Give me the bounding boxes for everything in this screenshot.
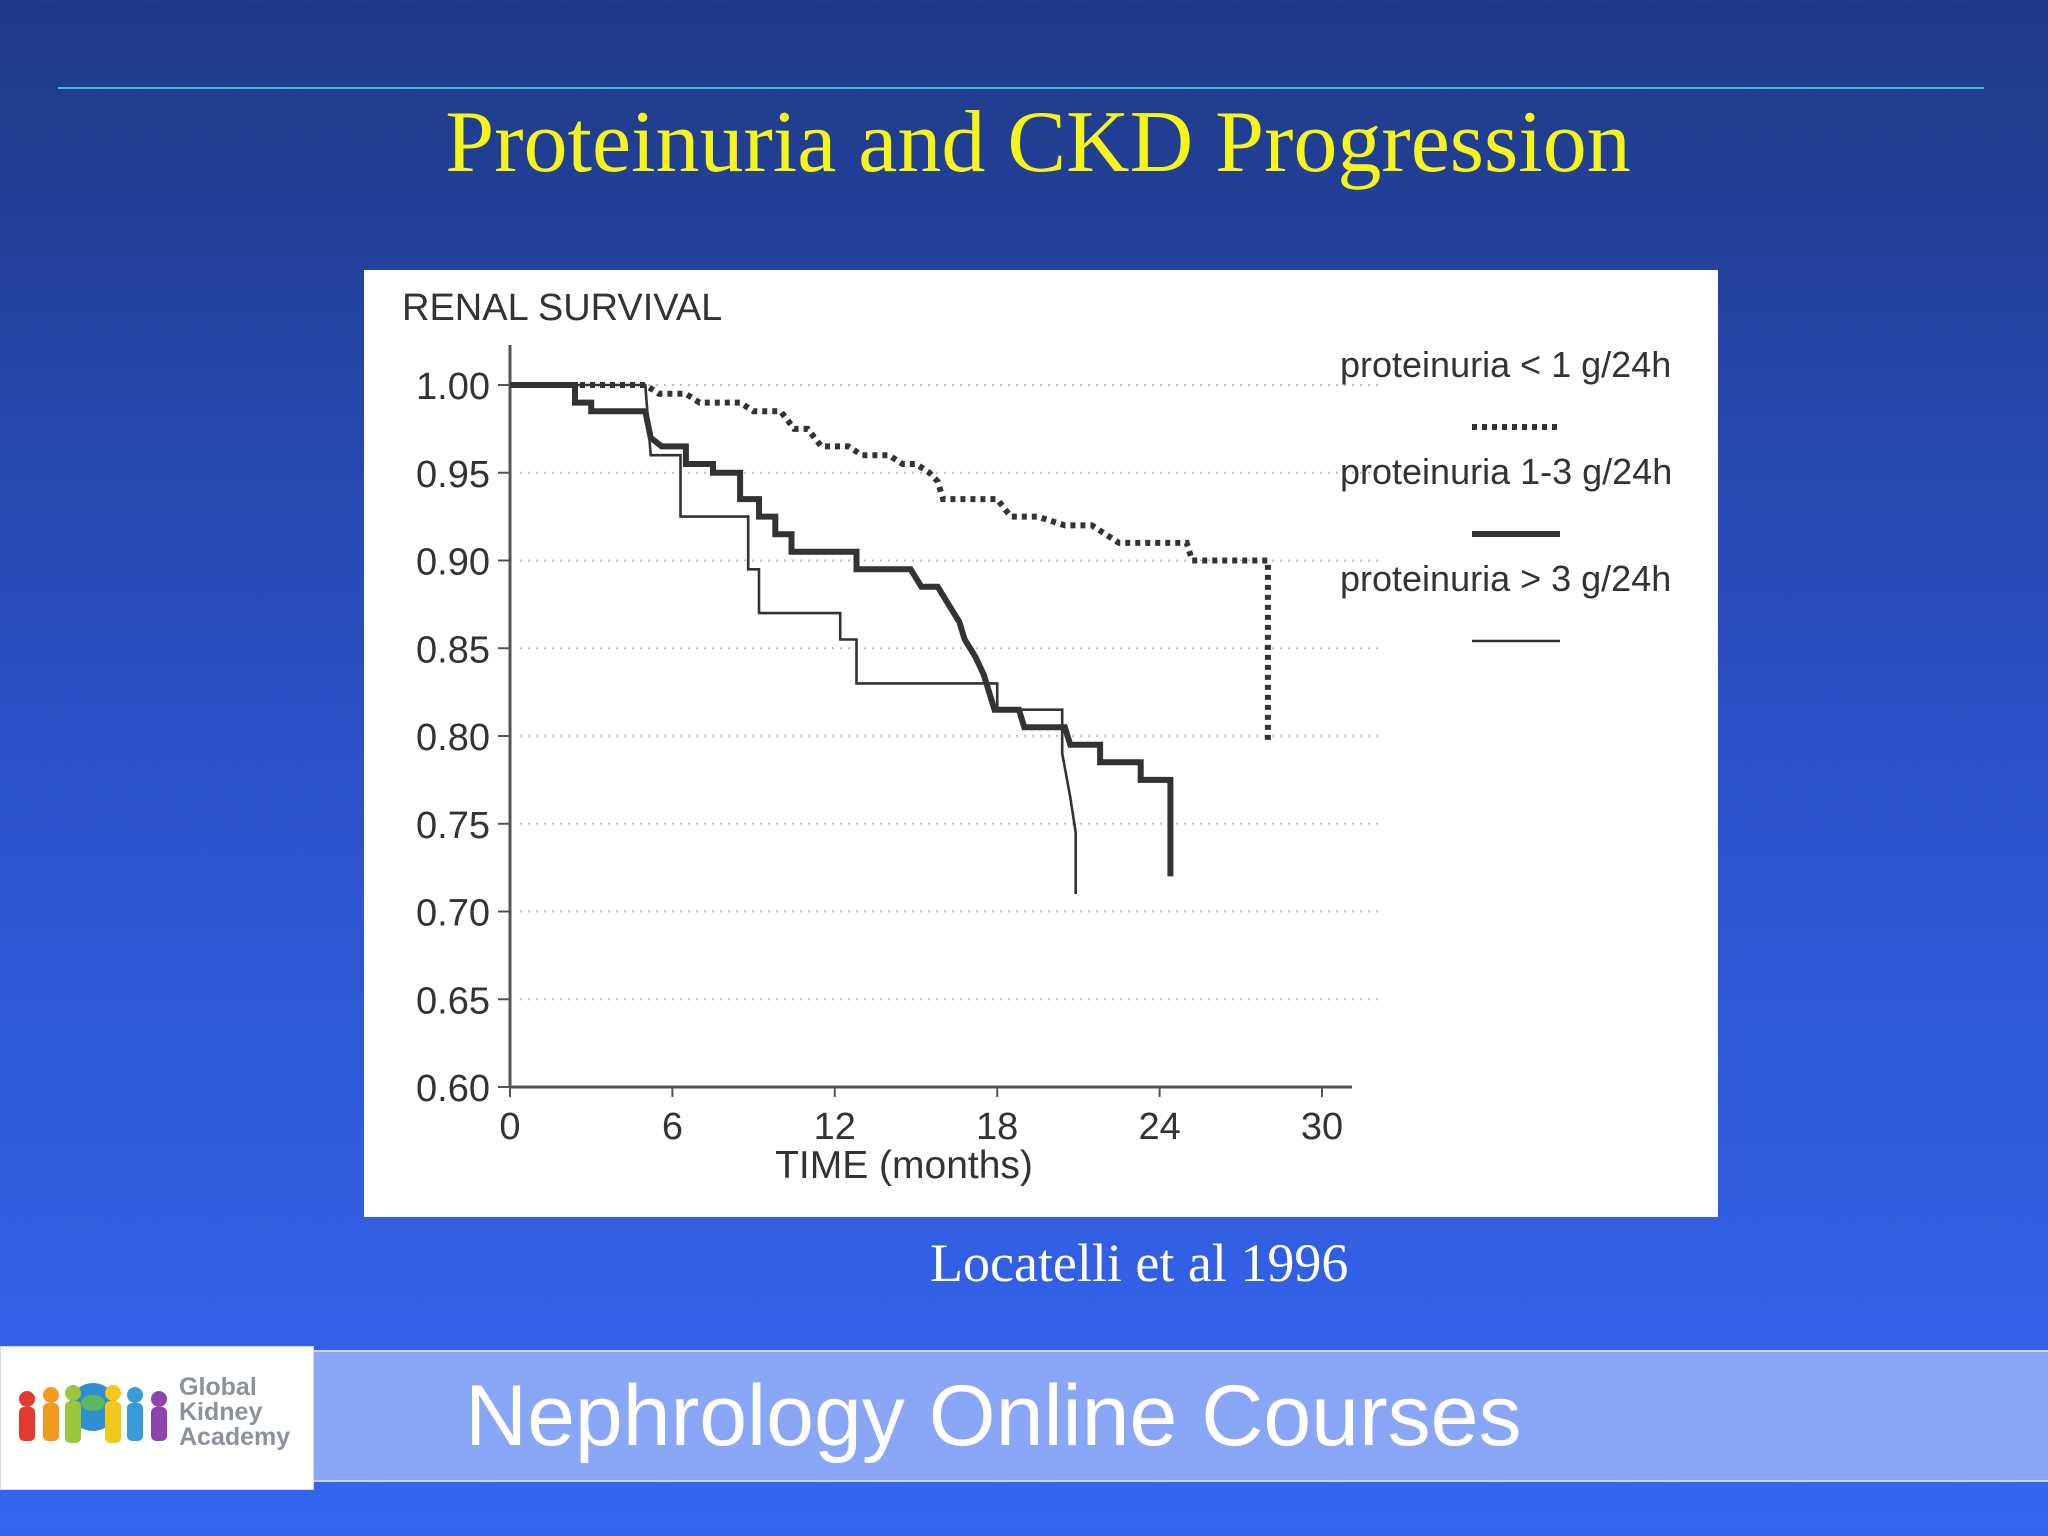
people-circle-icon <box>19 1383 167 1443</box>
renal-survival-figure: 1.00 0.95 0.90 0.85 0.80 0.75 0.70 0.65 0.60 0 6 12… <box>364 270 1718 1217</box>
series-line-3 <box>510 383 1077 894</box>
x-axis-label: TIME (months) <box>775 1144 1033 1187</box>
global-kidney-academy-logo: Global Kidney Academy <box>0 1346 314 1490</box>
x-tick-label: 6 <box>662 1106 683 1148</box>
axis-layer: 1.00 0.95 0.90 0.85 0.80 0.75 0.70 0.65 0.600 6 12… <box>416 345 1352 1148</box>
legend-layer: proteinuria < 1 g/24h proteinuria 1-3 g/2… <box>1340 344 1672 643</box>
footer-band <box>312 1350 2048 1482</box>
y-tick-label: 0.60 <box>416 1068 490 1110</box>
series-line-1 <box>510 382 1271 745</box>
x-tick-label: 24 <box>1138 1106 1180 1148</box>
y-tick-label: 0.95 <box>416 454 490 496</box>
x-tick-label: 18 <box>976 1106 1018 1148</box>
x-tick-label: 30 <box>1301 1106 1343 1148</box>
slide-title: Proteinuria and CKD Progression <box>445 94 1631 191</box>
x-tick-label: 12 <box>814 1106 856 1148</box>
logo-line-1: Global <box>179 1373 257 1401</box>
logo-line-3: Academy <box>179 1423 291 1451</box>
chart-title: RENAL SURVIVAL <box>402 287 722 329</box>
citation: Locatelli et al 1996 <box>930 1233 1349 1293</box>
y-tick-label: 0.90 <box>416 542 490 584</box>
legend-label-2: proteinuria 1-3 g/24h <box>1340 451 1672 492</box>
logo-wordmark: Global Kidney Academy <box>179 1375 313 1450</box>
y-tick-label: 0.70 <box>416 893 490 935</box>
y-tick-label: 0.75 <box>416 805 490 847</box>
legend-label-1: proteinuria < 1 g/24h <box>1340 344 1671 385</box>
series-line-2 <box>510 382 1174 877</box>
series-layer <box>510 382 1271 894</box>
x-tick-label: 0 <box>499 1106 520 1148</box>
footer-title: Nephrology Online Courses <box>465 1368 1522 1464</box>
grid-layer <box>520 384 1382 1001</box>
y-tick-label: 1.00 <box>416 366 490 408</box>
renal-survival-chart: 1.00 0.95 0.90 0.85 0.80 0.75 0.70 0.65 0.600 6 12… <box>402 287 1672 1187</box>
y-tick-label: 0.65 <box>416 980 490 1022</box>
legend-label-3: proteinuria > 3 g/24h <box>1340 558 1671 599</box>
y-tick-label: 0.85 <box>416 629 490 671</box>
y-tick-label: 0.80 <box>416 717 490 759</box>
logo-line-2: Kidney <box>179 1398 263 1426</box>
title-divider-line <box>58 87 1984 89</box>
